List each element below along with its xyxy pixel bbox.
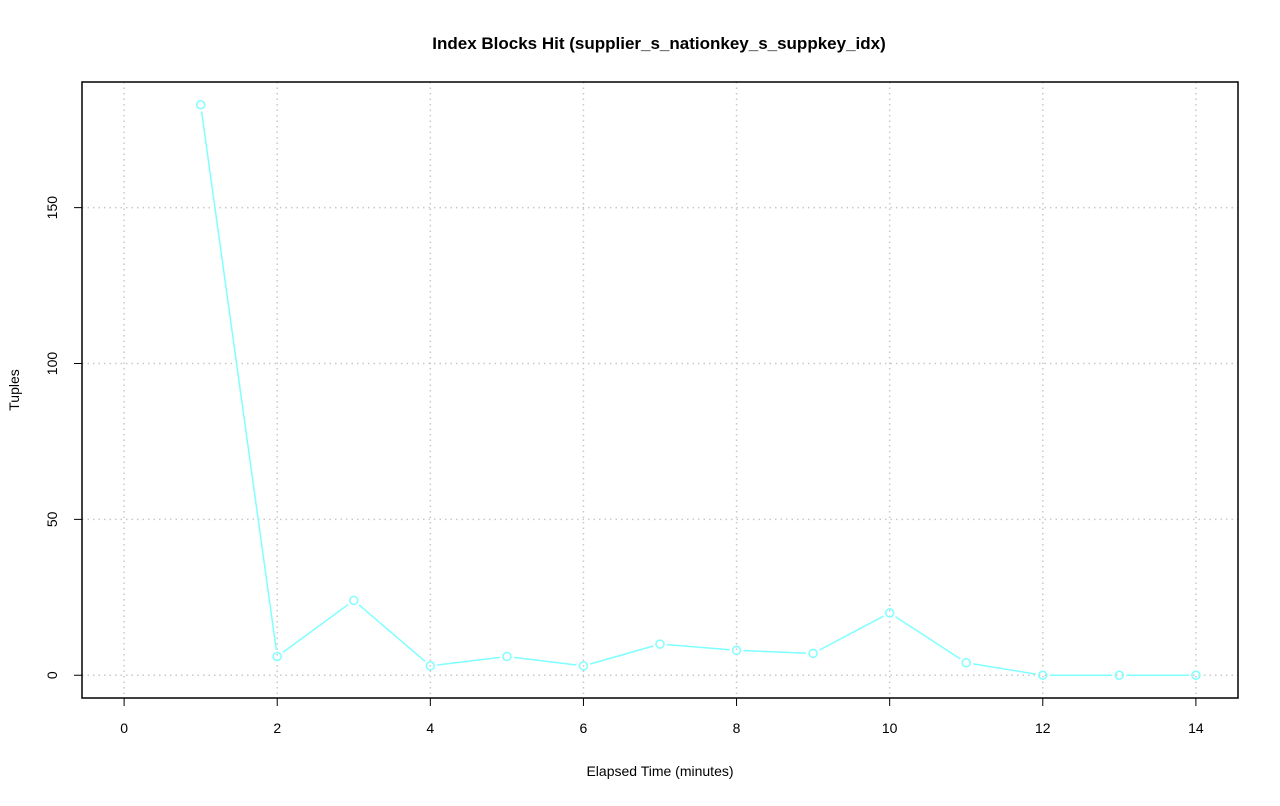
series-line-segment [818,615,884,651]
data-point [349,595,359,606]
series-line-segment [437,656,501,666]
data-point [961,658,971,668]
y-tick-label: 100 [44,352,60,376]
x-tick-label: 14 [1188,720,1204,736]
x-tick-label: 2 [273,720,281,736]
data-point [272,651,282,662]
series-line-segment [358,604,426,662]
y-tick-label: 0 [44,671,60,679]
plot-border [81,81,1239,699]
data-point [808,648,818,659]
chart-title: Index Blocks Hit (supplier_s_nationkey_s… [432,34,886,53]
series-line-segment [513,656,577,666]
data-point [884,608,895,618]
series [195,100,1201,680]
x-tick-label: 10 [882,720,898,736]
x-tick-label: 6 [580,720,588,736]
x-tick-label: 4 [426,720,434,736]
y-tick-label: 50 [44,511,60,527]
series-line-segment [666,643,730,651]
series-line-segment [200,111,277,650]
data-point [1114,670,1125,680]
x-tick-label: 0 [120,720,128,736]
series-line-segment [282,603,349,654]
data-point [731,645,742,656]
series-line-segment [589,645,654,665]
y-axis: 0 50 100 150 [44,196,82,679]
series-line-segment [973,663,1036,675]
data-point [1038,670,1048,680]
data-point [425,661,436,671]
series-line-segment [743,649,807,654]
data-point [655,639,665,649]
x-axis: 0 2 4 6 8 10 12 14 [120,698,1204,736]
data-point [578,661,589,671]
data-point [1191,670,1201,680]
x-tick-label: 8 [733,720,741,736]
y-axis-label: Tuples [6,369,22,411]
y-tick-label: 150 [44,196,60,220]
series-line-segment [895,616,961,660]
data-point [502,651,512,662]
x-axis-label: Elapsed Time (minutes) [586,763,733,779]
x-tick-label: 12 [1035,720,1051,736]
grid [82,82,1238,698]
data-point [195,100,206,110]
